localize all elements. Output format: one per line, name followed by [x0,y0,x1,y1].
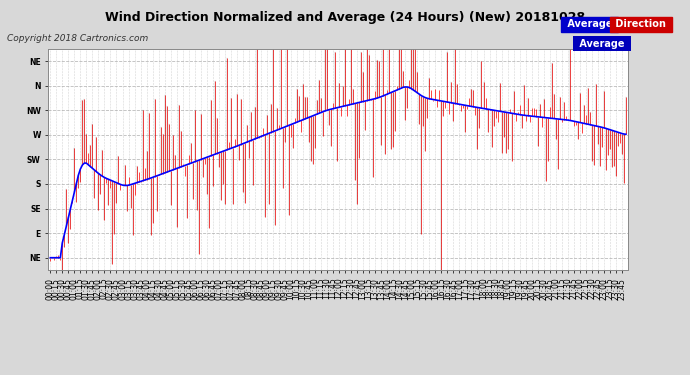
Text: Wind Direction Normalized and Average (24 Hours) (New) 20181028: Wind Direction Normalized and Average (2… [105,11,585,24]
Text: Copyright 2018 Cartronics.com: Copyright 2018 Cartronics.com [7,34,148,43]
Text: Average: Average [564,20,615,29]
Text: Average: Average [576,39,628,48]
Text: Direction: Direction [612,20,669,29]
